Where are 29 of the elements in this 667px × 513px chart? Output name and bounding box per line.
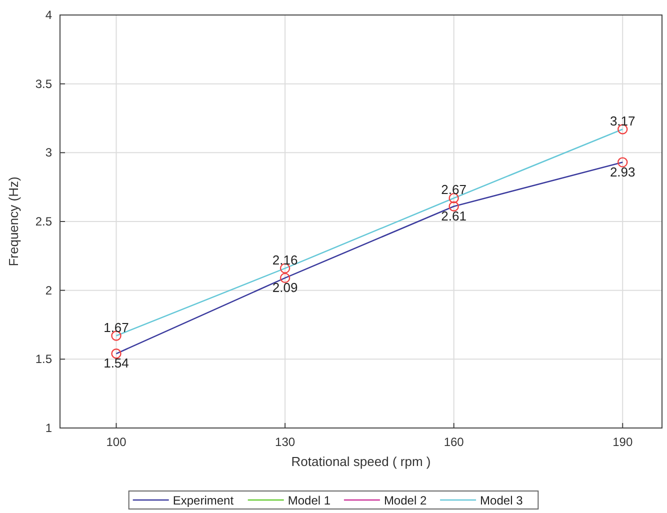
data-label: 1.67 bbox=[104, 320, 129, 335]
x-tick-label: 190 bbox=[612, 435, 633, 449]
legend-label: Experiment bbox=[172, 494, 234, 508]
y-tick-label: 1 bbox=[45, 421, 52, 435]
legend-label: Model 2 bbox=[384, 494, 427, 508]
y-tick-label: 2 bbox=[45, 283, 52, 298]
point bbox=[618, 157, 628, 168]
y-tick-label: 2.5 bbox=[35, 214, 52, 228]
point bbox=[280, 272, 290, 284]
legend-label: Model 3 bbox=[480, 494, 524, 508]
x-axis-title: Rotational speed ( rpm ) bbox=[291, 454, 431, 469]
x-tick-label: 160 bbox=[444, 435, 464, 449]
y-tick-label: 3.5 bbox=[35, 76, 52, 91]
point bbox=[448, 201, 459, 212]
x-tick-label: 130 bbox=[275, 435, 296, 449]
data-label: 1.54 bbox=[104, 356, 129, 371]
point bbox=[111, 348, 122, 359]
data-label: 2.09 bbox=[272, 280, 298, 295]
data-label: 2.93 bbox=[610, 164, 636, 180]
data-label: 2.16 bbox=[272, 252, 298, 268]
data-label: 2.67 bbox=[441, 182, 466, 198]
data-label: 3.17 bbox=[610, 113, 636, 128]
y-axis-title: Frequency (Hz) bbox=[6, 176, 21, 266]
x-tick-label: 100 bbox=[106, 435, 127, 449]
y-tick-label: 1.5 bbox=[35, 352, 52, 366]
data-label: 2.61 bbox=[441, 208, 466, 224]
y-tick-label: 3 bbox=[45, 146, 52, 160]
y-tick-label: 4 bbox=[45, 8, 52, 22]
legend-label: Model 1 bbox=[288, 494, 331, 508]
